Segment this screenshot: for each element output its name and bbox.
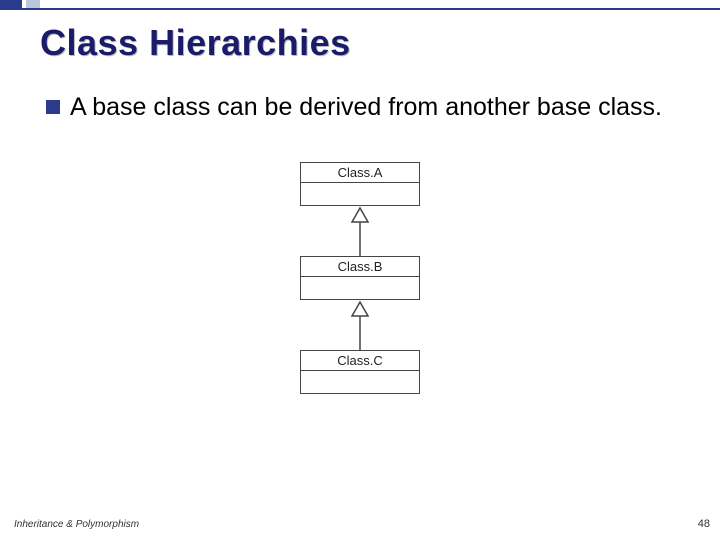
bullet-item: A base class can be derived from another… xyxy=(46,92,720,123)
footer-topic: Inheritance & Polymorphism xyxy=(14,519,139,530)
class-box-a: Class.A xyxy=(300,162,420,206)
top-accent-bar xyxy=(0,0,720,10)
inheritance-arrow xyxy=(270,300,450,350)
inheritance-arrow xyxy=(270,206,450,256)
class-label: Class.B xyxy=(301,257,419,277)
arrow-icon xyxy=(348,300,372,350)
arrow-icon xyxy=(348,206,372,256)
class-label: Class.C xyxy=(301,351,419,371)
class-box-c: Class.C xyxy=(300,350,420,394)
class-label: Class.A xyxy=(301,163,419,183)
class-body xyxy=(301,371,419,393)
class-body xyxy=(301,277,419,299)
bullet-text: A base class can be derived from another… xyxy=(70,92,662,123)
class-hierarchy-diagram: Class.A Class.B Class.C xyxy=(270,162,450,394)
class-box-b: Class.B xyxy=(300,256,420,300)
accent-square-light xyxy=(26,0,40,8)
class-body xyxy=(301,183,419,205)
page-title: Class Hierarchies xyxy=(40,22,351,64)
accent-square-dark xyxy=(0,0,22,8)
page-number: 48 xyxy=(698,518,710,530)
bullet-square-icon xyxy=(46,100,60,114)
